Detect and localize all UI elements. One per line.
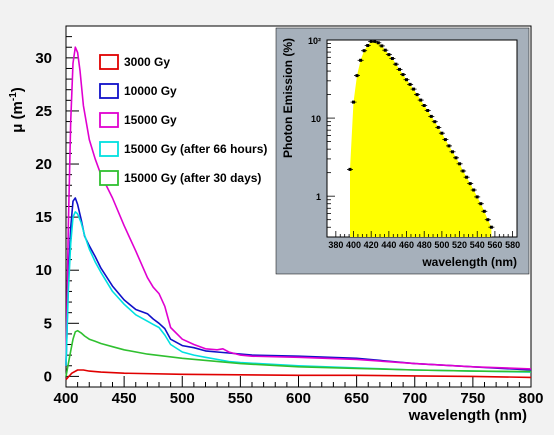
inset-y-axis-label: Photon Emission (%): [281, 38, 295, 158]
series-line-1: [65, 369, 532, 381]
inset-y-tick-label: 1: [316, 192, 321, 202]
main-x-tick-label: 450: [112, 390, 137, 407]
main-x-tick-label: 650: [344, 390, 369, 407]
legend-label-4: 15000 Gy (after 66 hours): [124, 142, 267, 156]
main-y-tick-label: 25: [35, 103, 52, 120]
series-line-5: [65, 329, 532, 377]
main-x-tick-label: 550: [228, 390, 253, 407]
series-line-2: [65, 197, 532, 371]
main-y-label-base: μ (m: [9, 101, 26, 133]
main-y-axis-label: μ (m-1): [8, 87, 26, 133]
legend-swatch-1: [99, 54, 119, 70]
main-y-tick-label: 15: [35, 209, 52, 226]
legend-swatch-3: [99, 112, 119, 128]
inset-x-tick-label: 380: [328, 240, 343, 250]
legend: 3000 Gy 10000 Gy 15000 Gy 15000 Gy (after 6…: [99, 54, 267, 186]
inset-x-tick-label: 540: [470, 240, 485, 250]
inset-series-group: [347, 39, 495, 238]
main-x-tick-label: 700: [402, 390, 427, 407]
inset-x-tick-label: 400: [346, 240, 361, 250]
main-x-tick-label: 400: [53, 390, 78, 407]
main-y-label-close: ): [9, 87, 26, 92]
inset-x-tick-label: 560: [487, 240, 502, 250]
main-y-tick-label: 20: [35, 156, 52, 173]
main-series-group: [65, 46, 532, 381]
inset-x-tick-label: 440: [381, 240, 396, 250]
inset-x-tick-label: 500: [434, 240, 449, 250]
inset-x-tick-label: 420: [364, 240, 379, 250]
legend-label-1: 3000 Gy: [124, 55, 170, 69]
inset-x-axis-label: wavelength (nm): [421, 255, 517, 269]
inset-x-tick-label: 460: [399, 240, 414, 250]
legend-label-3: 15000 Gy: [124, 113, 177, 127]
series-line-3: [65, 46, 532, 370]
inset-y-tick-label: 10: [311, 114, 321, 124]
inset-x-tick-label: 520: [452, 240, 467, 250]
legend-label-5: 15000 Gy (after 30 days): [124, 171, 261, 185]
main-x-tick-label: 750: [460, 390, 485, 407]
inset-axis-ticks: 380 400 420 440 460 480 500 520 540 560 580 1 10 10²: [308, 36, 520, 250]
main-x-tick-label: 600: [286, 390, 311, 407]
main-x-tick-label: 500: [170, 390, 195, 407]
legend-label-2: 10000 Gy: [124, 84, 177, 98]
legend-swatch-4: [99, 141, 119, 157]
series-line-4: [65, 211, 532, 373]
main-y-tick-label: 5: [44, 315, 52, 332]
legend-swatch-5: [99, 170, 119, 186]
inset-x-tick-label: 480: [417, 240, 432, 250]
main-y-tick-label: 10: [35, 262, 52, 279]
main-x-tick-label: 800: [518, 390, 543, 407]
inset-y-tick-label: 10²: [308, 36, 321, 46]
inset-x-tick-label: 580: [505, 240, 520, 250]
inset-emission-area: [350, 41, 492, 238]
main-x-axis-label: wavelength (nm): [408, 407, 527, 424]
main-y-tick-label: 0: [44, 368, 52, 385]
main-y-tick-label: 30: [35, 50, 52, 67]
main-y-label-sup: -1: [8, 92, 19, 101]
legend-swatch-2: [99, 83, 119, 99]
